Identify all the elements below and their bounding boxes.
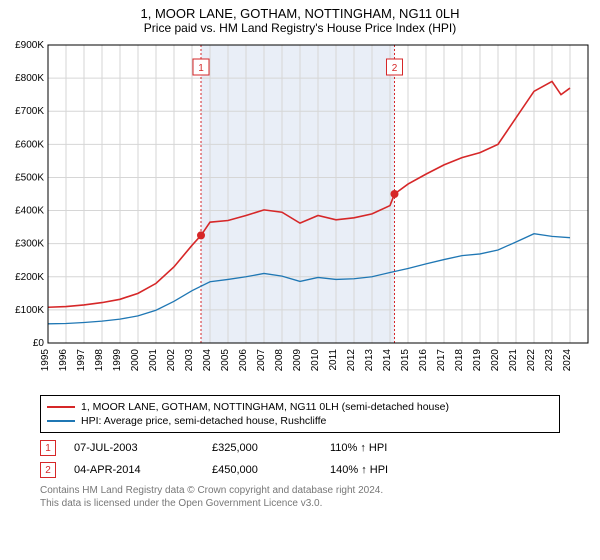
sale-date: 04-APR-2014 bbox=[74, 464, 194, 476]
svg-text:£900K: £900K bbox=[15, 40, 44, 51]
svg-text:2005: 2005 bbox=[220, 349, 231, 372]
svg-text:1995: 1995 bbox=[40, 349, 51, 372]
legend-item: HPI: Average price, semi-detached house,… bbox=[47, 414, 553, 428]
svg-text:2001: 2001 bbox=[148, 349, 159, 372]
svg-text:1999: 1999 bbox=[112, 349, 123, 372]
svg-text:2022: 2022 bbox=[526, 349, 537, 372]
svg-text:2020: 2020 bbox=[490, 349, 501, 372]
svg-text:2018: 2018 bbox=[454, 349, 465, 372]
svg-text:2023: 2023 bbox=[544, 349, 555, 372]
svg-text:2016: 2016 bbox=[418, 349, 429, 372]
title-line-2: Price paid vs. HM Land Registry's House … bbox=[0, 21, 600, 39]
legend-swatch bbox=[47, 406, 75, 408]
svg-text:£500K: £500K bbox=[15, 172, 44, 183]
svg-text:£200K: £200K bbox=[15, 272, 44, 283]
svg-text:£600K: £600K bbox=[15, 139, 44, 150]
svg-text:£800K: £800K bbox=[15, 73, 44, 84]
svg-text:2002: 2002 bbox=[166, 349, 177, 372]
svg-text:1996: 1996 bbox=[58, 349, 69, 372]
svg-text:2003: 2003 bbox=[184, 349, 195, 372]
title-line-1: 1, MOOR LANE, GOTHAM, NOTTINGHAM, NG11 0… bbox=[0, 0, 600, 21]
svg-text:2011: 2011 bbox=[328, 349, 339, 371]
legend-swatch bbox=[47, 420, 75, 422]
chart-svg: £0 £100K £200K £300K £400K £500K £600K £700K £80… bbox=[0, 39, 600, 389]
sale-marker-icon: 2 bbox=[40, 462, 56, 478]
svg-text:2006: 2006 bbox=[238, 349, 249, 372]
sale-marker-icon: 1 bbox=[40, 440, 56, 456]
svg-text:2: 2 bbox=[392, 63, 398, 74]
chart-titles: 1, MOOR LANE, GOTHAM, NOTTINGHAM, NG11 0… bbox=[0, 0, 600, 39]
legend-item: 1, MOOR LANE, GOTHAM, NOTTINGHAM, NG11 0… bbox=[47, 400, 553, 414]
sale-date: 07-JUL-2003 bbox=[74, 442, 194, 454]
sale-price: £325,000 bbox=[212, 442, 312, 454]
sale-price: £450,000 bbox=[212, 464, 312, 476]
svg-text:2004: 2004 bbox=[202, 349, 213, 372]
svg-text:2007: 2007 bbox=[256, 349, 267, 372]
svg-text:2021: 2021 bbox=[508, 349, 519, 372]
svg-text:£400K: £400K bbox=[15, 206, 44, 217]
legend: 1, MOOR LANE, GOTHAM, NOTTINGHAM, NG11 0… bbox=[40, 395, 560, 433]
footer-line-1: Contains HM Land Registry data © Crown c… bbox=[40, 485, 560, 498]
svg-text:2019: 2019 bbox=[472, 349, 483, 372]
svg-text:1997: 1997 bbox=[76, 349, 87, 372]
svg-text:2014: 2014 bbox=[382, 349, 393, 372]
svg-text:£300K: £300K bbox=[15, 239, 44, 250]
svg-text:2013: 2013 bbox=[364, 349, 375, 372]
sale-row: 1 07-JUL-2003 £325,000 110% ↑ HPI bbox=[40, 437, 560, 459]
svg-text:£100K: £100K bbox=[15, 305, 44, 316]
chart-container: 1, MOOR LANE, GOTHAM, NOTTINGHAM, NG11 0… bbox=[0, 0, 600, 560]
legend-label: HPI: Average price, semi-detached house,… bbox=[81, 415, 326, 427]
svg-text:2000: 2000 bbox=[130, 349, 141, 372]
svg-text:2024: 2024 bbox=[562, 349, 573, 372]
svg-text:2012: 2012 bbox=[346, 349, 357, 372]
svg-text:2017: 2017 bbox=[436, 349, 447, 372]
legend-label: 1, MOOR LANE, GOTHAM, NOTTINGHAM, NG11 0… bbox=[81, 401, 449, 413]
footer-attribution: Contains HM Land Registry data © Crown c… bbox=[40, 485, 560, 510]
footer-line-2: This data is licensed under the Open Gov… bbox=[40, 498, 560, 511]
svg-text:2015: 2015 bbox=[400, 349, 411, 372]
svg-text:£700K: £700K bbox=[15, 106, 44, 117]
svg-text:1: 1 bbox=[198, 63, 204, 74]
svg-text:1998: 1998 bbox=[94, 349, 105, 372]
sale-pct: 110% ↑ HPI bbox=[330, 442, 387, 454]
sales-table: 1 07-JUL-2003 £325,000 110% ↑ HPI 2 04-A… bbox=[40, 437, 560, 481]
svg-text:2008: 2008 bbox=[274, 349, 285, 372]
sale-row: 2 04-APR-2014 £450,000 140% ↑ HPI bbox=[40, 459, 560, 481]
svg-text:£0: £0 bbox=[33, 338, 45, 349]
sale-pct: 140% ↑ HPI bbox=[330, 464, 388, 476]
svg-text:2009: 2009 bbox=[292, 349, 303, 372]
svg-text:2010: 2010 bbox=[310, 349, 321, 372]
